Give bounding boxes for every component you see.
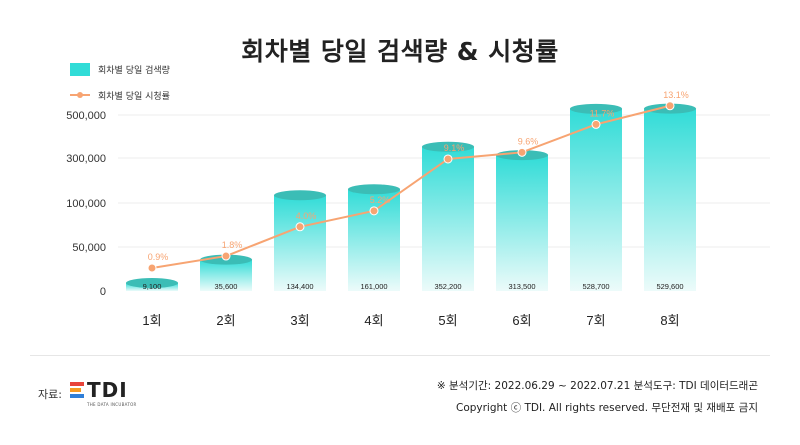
bar-body xyxy=(348,189,400,291)
bar xyxy=(348,184,400,291)
bar-value-label: 352,200 xyxy=(434,282,461,291)
bar-body xyxy=(274,195,326,291)
ratings-point xyxy=(665,101,675,111)
source-label: 자료: xyxy=(38,387,62,401)
bar-value-label: 161,000 xyxy=(360,282,387,291)
bar-top xyxy=(570,103,622,114)
legend-label-search-volume: 회차별 당일 검색량 xyxy=(98,65,170,76)
source-credit: 자료: TDI THE DATA INCUBATOR xyxy=(38,380,137,407)
y-tick-label: 500,000 xyxy=(66,110,106,122)
bar-value-label: 529,600 xyxy=(656,282,683,291)
ratings-point xyxy=(147,263,157,273)
ratings-point xyxy=(221,251,231,261)
y-tick-label: 100,000 xyxy=(66,198,106,210)
y-tick-label: 50,000 xyxy=(72,242,106,254)
ratings-point xyxy=(295,222,305,232)
tdi-logo: TDI THE DATA INCUBATOR xyxy=(69,378,137,407)
chart-title: 회차별 당일 검색량 & 시청률 xyxy=(241,37,559,66)
ratings-point xyxy=(591,119,601,129)
legend-swatch-line xyxy=(70,92,90,98)
ratings-label: 11.7% xyxy=(590,108,615,118)
bar xyxy=(496,150,548,291)
tdi-logo-mark-icon xyxy=(69,380,84,400)
y-tick-label: 0 xyxy=(100,286,106,298)
legend-swatch-bar xyxy=(70,62,90,76)
ratings-label: 1.8% xyxy=(222,240,243,250)
y-tick-label: 300,000 xyxy=(66,153,106,165)
x-tick-label: 6회 xyxy=(512,313,531,328)
bar-top xyxy=(126,277,178,288)
x-tick-label: 8회 xyxy=(660,313,679,328)
bar-top xyxy=(348,184,400,195)
bar xyxy=(126,277,178,291)
tdi-logo-tagline: THE DATA INCUBATOR xyxy=(86,402,137,407)
bar-body xyxy=(422,146,474,291)
ratings-label: 13.1% xyxy=(663,90,689,100)
x-tick-label: 2회 xyxy=(216,313,235,328)
ratings-line xyxy=(151,104,671,270)
x-tick-label: 5회 xyxy=(438,313,457,328)
legend-item-search-volume: 회차별 당일 검색량 xyxy=(70,62,170,76)
ratings-label: 9.1% xyxy=(444,143,465,153)
bar-value-label: 313,500 xyxy=(508,282,535,291)
ratings-label: 5.2% xyxy=(370,195,391,205)
ratings-label: 9.6% xyxy=(518,136,539,146)
analysis-period-note: ※ 분석기간: 2022.06.29 ~ 2022.07.21 분석도구: TD… xyxy=(436,380,758,392)
bar-value-label: 134,400 xyxy=(286,282,313,291)
bar-value-label: 9,100 xyxy=(143,282,162,291)
ratings-point xyxy=(443,154,453,164)
bar-body xyxy=(570,108,622,291)
bar xyxy=(422,141,474,291)
bar xyxy=(570,103,622,291)
bar-body xyxy=(200,259,252,291)
x-tick-label: 7회 xyxy=(586,313,605,328)
chart-legend: 회차별 당일 검색량 회차별 당일 시청률 xyxy=(70,62,170,114)
ratings-point xyxy=(517,147,527,157)
legend-item-ratings: 회차별 당일 시청률 xyxy=(70,88,170,102)
bar xyxy=(274,190,326,291)
legend-label-ratings: 회차별 당일 시청률 xyxy=(98,91,170,102)
bar-value-label: 528,700 xyxy=(582,282,609,291)
tdi-logo-text: TDI xyxy=(86,378,128,402)
x-tick-label: 1회 xyxy=(142,313,161,328)
footer-notes: ※ 분석기간: 2022.06.29 ~ 2022.07.21 분석도구: TD… xyxy=(437,375,758,419)
ratings-label: 0.9% xyxy=(148,252,169,262)
bar-body xyxy=(644,108,696,291)
bar-value-label: 35,600 xyxy=(215,282,238,291)
bar-body xyxy=(496,155,548,291)
bar-top xyxy=(274,190,326,201)
bar xyxy=(644,103,696,291)
ratings-point xyxy=(369,206,379,216)
footer-divider xyxy=(30,355,770,356)
x-tick-label: 3회 xyxy=(290,313,309,328)
x-tick-label: 4회 xyxy=(364,313,383,328)
copyright-note: Copyright ⓒ TDI. All rights reserved. 무단… xyxy=(455,402,758,414)
ratings-label: 4.0% xyxy=(296,211,317,221)
bar-top xyxy=(422,141,474,152)
